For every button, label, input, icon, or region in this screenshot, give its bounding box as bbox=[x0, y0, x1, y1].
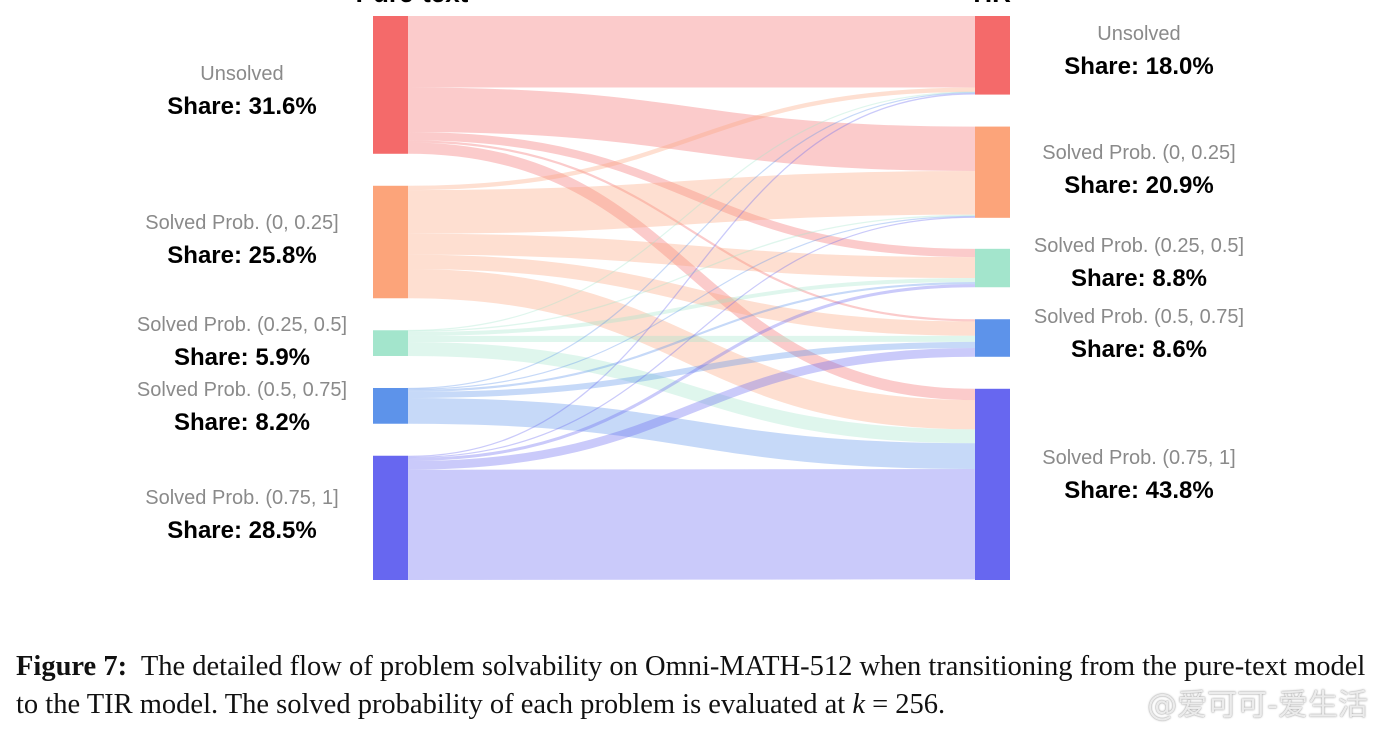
right-node-share-3: Share: 8.6% bbox=[1071, 336, 1207, 363]
left-node-share-1: Share: 25.8% bbox=[167, 242, 316, 269]
right-node-share-4: Share: 43.8% bbox=[1064, 477, 1213, 504]
figure-label: Figure 7: bbox=[16, 651, 128, 682]
left-node-label-2: Solved Prob. (0.25, 0.5] bbox=[137, 314, 347, 336]
left-node-2 bbox=[373, 330, 408, 356]
flow-link-0-1 bbox=[407, 87, 976, 172]
left-node-share-3: Share: 8.2% bbox=[174, 409, 310, 436]
flow-link-4-4 bbox=[407, 469, 976, 580]
left-node-label-1: Solved Prob. (0, 0.25] bbox=[145, 212, 338, 234]
right-node-label-2: Solved Prob. (0.25, 0.5] bbox=[1034, 235, 1244, 257]
flow-links bbox=[407, 15, 976, 580]
right-node-share-0: Share: 18.0% bbox=[1064, 53, 1213, 80]
right-node-share-1: Share: 20.9% bbox=[1064, 172, 1213, 199]
left-node-4 bbox=[373, 455, 408, 580]
watermark: @爱可可-爱生活 bbox=[1147, 688, 1368, 723]
caption-k-symbol: k bbox=[852, 689, 865, 720]
caption-text-end: = 256. bbox=[864, 689, 946, 720]
left-node-0 bbox=[373, 16, 408, 154]
flow-link-1-4 bbox=[407, 269, 976, 430]
flow-link-0-4 bbox=[407, 142, 976, 401]
flow-link-3-1 bbox=[407, 215, 976, 390]
flow-link-3-0 bbox=[407, 92, 976, 390]
flow-link-1-0 bbox=[407, 87, 976, 191]
left-column-title: Pure-text bbox=[356, 0, 469, 8]
right-node-share-2: Share: 8.8% bbox=[1071, 265, 1207, 292]
node-labels: Unsolved Share: 31.6% Solved Prob. (0, 0.2… bbox=[137, 23, 1244, 544]
right-column-title: TIR bbox=[969, 0, 1011, 8]
left-node-1 bbox=[373, 185, 408, 299]
right-node-label-3: Solved Prob. (0.5, 0.75] bbox=[1034, 306, 1244, 328]
right-node-4 bbox=[975, 388, 1010, 580]
flow-link-3-2 bbox=[407, 281, 976, 392]
flow-link-1-2 bbox=[407, 233, 976, 279]
left-node-share-4: Share: 28.5% bbox=[167, 517, 316, 544]
flow-link-0-2 bbox=[407, 131, 976, 258]
flow-link-3-3 bbox=[407, 341, 976, 399]
flow-link-2-0 bbox=[407, 91, 976, 332]
sankey-chart: Unsolved Share: 31.6% Solved Prob. (0, 0.2… bbox=[137, 0, 1244, 580]
flow-link-1-3 bbox=[407, 254, 976, 336]
flow-link-4-2 bbox=[407, 284, 976, 461]
left-node-share-0: Share: 31.6% bbox=[167, 93, 316, 120]
flow-link-4-0 bbox=[407, 93, 976, 458]
flow-link-0-3 bbox=[407, 140, 976, 322]
left-node-3 bbox=[373, 387, 408, 424]
flow-link-3-4 bbox=[407, 398, 976, 470]
left-node-label-3: Solved Prob. (0.5, 0.75] bbox=[137, 379, 347, 401]
nodes bbox=[373, 16, 1010, 580]
right-node-1 bbox=[975, 126, 1010, 218]
right-node-label-1: Solved Prob. (0, 0.25] bbox=[1042, 142, 1235, 164]
flow-link-2-4 bbox=[407, 342, 976, 444]
right-node-0 bbox=[975, 16, 1010, 95]
flow-link-2-1 bbox=[407, 214, 976, 333]
flow-link-1-1 bbox=[407, 171, 976, 234]
figure-caption: Figure 7: The detailed flow of problem s… bbox=[16, 648, 1376, 724]
left-node-label-0: Unsolved bbox=[200, 63, 283, 85]
caption-text: The detailed flow of problem solvability… bbox=[16, 651, 1366, 720]
left-node-label-4: Solved Prob. (0.75, 1] bbox=[145, 487, 338, 509]
right-node-3 bbox=[975, 319, 1010, 357]
right-node-label-0: Unsolved bbox=[1097, 23, 1180, 45]
left-node-share-2: Share: 5.9% bbox=[174, 344, 310, 371]
flow-link-2-2 bbox=[407, 278, 976, 336]
right-node-label-4: Solved Prob. (0.75, 1] bbox=[1042, 447, 1235, 469]
flow-link-4-1 bbox=[407, 216, 976, 459]
right-node-2 bbox=[975, 248, 1010, 288]
flow-link-4-3 bbox=[407, 348, 976, 470]
